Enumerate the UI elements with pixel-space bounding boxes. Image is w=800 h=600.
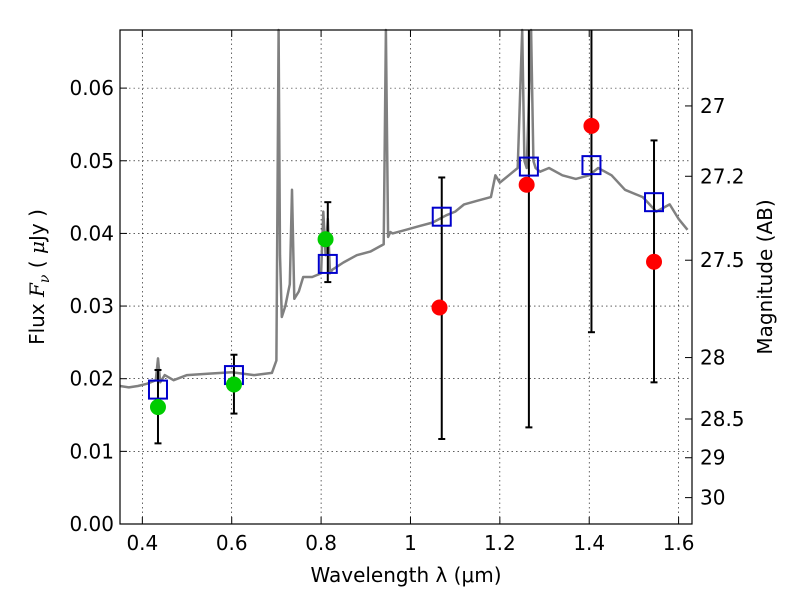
y-tick-label: 0.05 (69, 149, 114, 173)
y-tick-label: 0.06 (69, 76, 114, 100)
y-axis: 0.00 0.01 0.02 0.03 0.04 0.05 0.06 (69, 76, 127, 536)
y2-axis: 27 27.2 27.5 28 28.5 29 30 (685, 94, 745, 510)
red-point (583, 117, 600, 134)
red-point (431, 299, 448, 316)
y-tick-label: 0.04 (69, 221, 114, 245)
x-axis: 0.4 0.6 0.8 1 1.2 1.4 1.6 (126, 30, 695, 555)
red-point (518, 176, 535, 193)
green-point (317, 231, 334, 248)
model-point (518, 156, 539, 177)
spectrum-line (119, 28, 689, 389)
y2-tick-label: 30 (700, 486, 725, 510)
y2-tick-label: 29 (700, 446, 725, 470)
x-tick-label: 1 (404, 531, 417, 555)
y-tick-label: 0.03 (69, 294, 114, 318)
x-tick-label: 0.4 (126, 531, 158, 555)
x-tick-label: 1.2 (484, 531, 516, 555)
spectrum-layer (119, 28, 689, 389)
x-tick-label: 0.6 (216, 531, 248, 555)
red-point (646, 253, 663, 270)
y2-tick-label: 27 (700, 94, 725, 118)
y-axis-label: Flux Fν ( μJy ) (25, 209, 53, 345)
y2-tick-label: 27.5 (700, 248, 745, 272)
y2-tick-label: 28 (700, 346, 725, 370)
y-tick-label: 0.01 (69, 439, 114, 463)
y2-tick-label: 28.5 (700, 407, 745, 431)
green-points (149, 231, 334, 416)
plot-frame (119, 29, 693, 525)
x-tick-label: 0.8 (305, 531, 337, 555)
model-point (644, 192, 665, 213)
x-tick-label: 1.4 (573, 531, 605, 555)
model-point (581, 155, 602, 176)
model-point (431, 206, 452, 227)
x-tick-label: 1.6 (663, 531, 695, 555)
y2-axis-label: Magnitude (AB) (753, 199, 777, 354)
y-tick-label: 0.02 (69, 367, 114, 391)
y2-tick-label: 27.2 (700, 164, 745, 188)
model-point (147, 379, 168, 400)
green-point (225, 376, 242, 393)
y-tick-label: 0.00 (69, 512, 114, 536)
model-point (317, 253, 338, 274)
x-axis-label: Wavelength λ (μm) (310, 563, 501, 587)
red-points (431, 117, 663, 316)
green-point (149, 399, 166, 416)
